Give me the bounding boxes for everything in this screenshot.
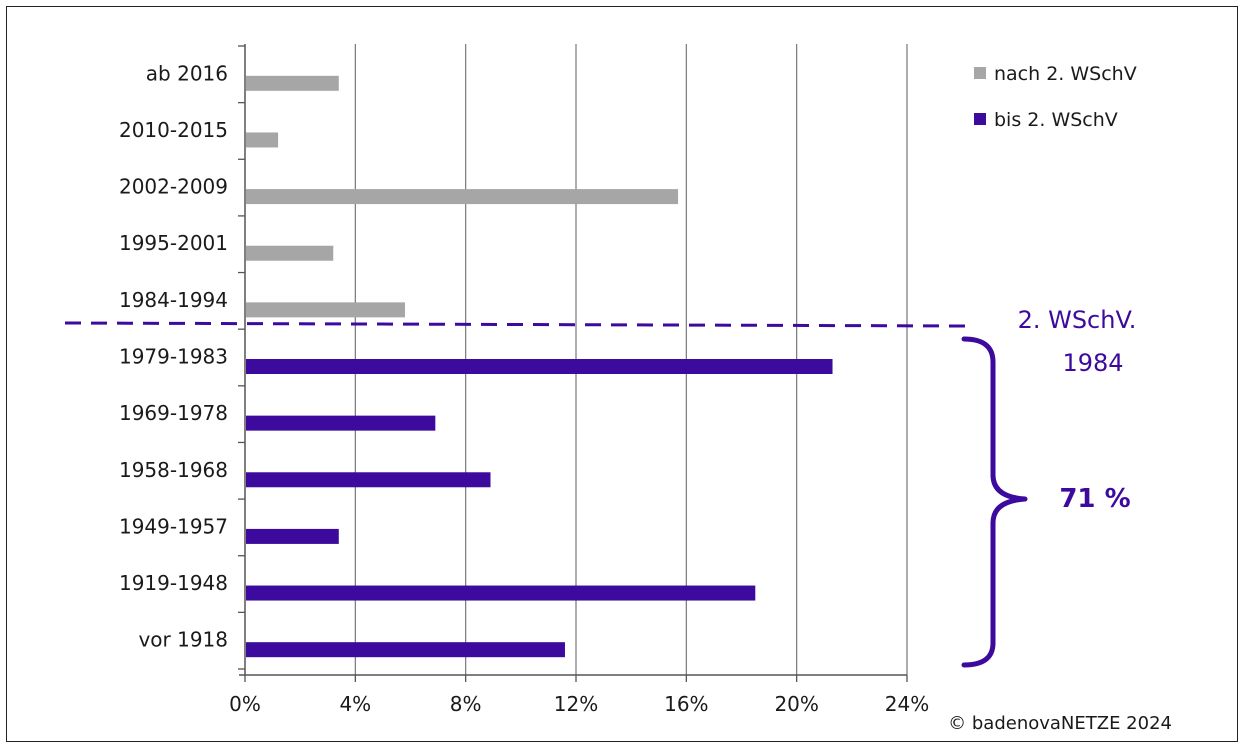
category-label-1919-1948: 1919-1948 xyxy=(119,571,228,595)
x-tick-label-20: 20% xyxy=(774,692,818,716)
category-label-vor-1918: vor 1918 xyxy=(138,628,228,652)
legend-label-bis: bis 2. WSchV xyxy=(994,109,1118,131)
x-tick-label-24: 24% xyxy=(885,692,929,716)
divider-label-line1: 2. WSchV. xyxy=(1018,306,1137,334)
axes xyxy=(238,44,908,682)
bar-bis-vor-1918 xyxy=(246,642,565,658)
legend-label-nach: nach 2. WSchV xyxy=(994,63,1137,85)
category-labels: ab 2016 2010-2015 2002-2009 1995-2001 1984-1… xyxy=(119,61,228,651)
x-tick-label-4: 4% xyxy=(339,692,371,716)
bar-nach-2002-2009 xyxy=(246,189,679,205)
legend-swatch-bis xyxy=(974,113,986,125)
bar-nach-1984-1994 xyxy=(246,302,405,318)
bar-nach-ab-2016 xyxy=(246,75,339,91)
bar-chart: ab 2016 2010-2015 2002-2009 1995-2001 1984-1… xyxy=(64,44,1172,734)
category-label-1949-1957: 1949-1957 xyxy=(119,514,228,538)
category-label-1984-1994: 1984-1994 xyxy=(119,288,228,312)
bar-bis-1958-1968 xyxy=(246,472,491,488)
bar-bis-1979-1983 xyxy=(246,359,833,374)
category-label-1995-2001: 1995-2001 xyxy=(119,231,228,255)
x-tick-label-16: 16% xyxy=(664,692,708,716)
category-label-1958-1968: 1958-1968 xyxy=(119,458,228,482)
bars xyxy=(246,75,833,658)
bar-bis-1949-1957 xyxy=(246,528,339,544)
chart-frame: ab 2016 2010-2015 2002-2009 1995-2001 1984-1… xyxy=(6,6,1238,742)
x-tick-label-0: 0% xyxy=(229,692,261,716)
category-label-1979-1983: 1979-1983 xyxy=(119,345,228,369)
x-tick-label-12: 12% xyxy=(554,692,598,716)
bar-bis-1919-1948 xyxy=(246,585,756,601)
divider-label-line2: 1984 xyxy=(1062,349,1123,377)
bar-nach-1995-2001 xyxy=(246,245,334,261)
category-label-1969-1978: 1969-1978 xyxy=(119,401,228,425)
category-label-2010-2015: 2010-2015 xyxy=(119,118,228,142)
category-label-ab-2016: ab 2016 xyxy=(146,61,228,85)
curly-brace xyxy=(961,336,1028,668)
x-tick-label-8: 8% xyxy=(450,692,482,716)
bar-nach-2010-2015 xyxy=(246,132,279,148)
category-label-2002-2009: 2002-2009 xyxy=(119,175,228,199)
share-percentage-label: 71 % xyxy=(1059,484,1130,514)
bar-bis-1969-1978 xyxy=(246,415,436,431)
divider-dashed-line xyxy=(64,321,966,328)
legend: nach 2. WSchV bis 2. WSchV xyxy=(974,63,1137,131)
x-tick-labels: 0% 4% 8% 12% 16% 20% 24% xyxy=(229,692,929,716)
legend-swatch-nach xyxy=(974,67,986,79)
copyright-text: © badenovaNETZE 2024 xyxy=(948,713,1172,734)
